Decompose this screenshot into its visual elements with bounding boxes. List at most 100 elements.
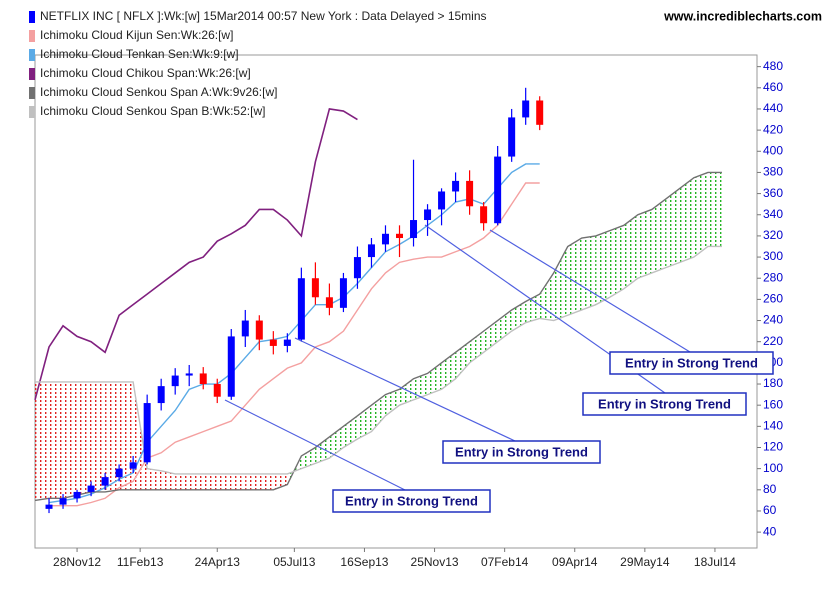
- cloud-fill: [525, 294, 540, 323]
- y-tick-label: 60: [763, 503, 777, 517]
- candle-body: [381, 233, 389, 245]
- legend-swatch: [29, 87, 35, 99]
- candle-body: [241, 320, 249, 337]
- cloud-fill: [301, 447, 316, 469]
- cloud-fill: [35, 381, 50, 501]
- annotation-text: Entry in Strong Trend: [598, 396, 731, 411]
- y-tick-label: 40: [763, 524, 777, 538]
- cloud-fill: [581, 235, 596, 310]
- annotation-box: [442, 440, 601, 464]
- x-tick-label: 24Apr13: [195, 555, 241, 569]
- source: www.incrediblecharts.com: [663, 9, 822, 23]
- cloud-fill: [245, 473, 260, 490]
- candle-body: [522, 100, 530, 118]
- annotation-text: Entry in Strong Trend: [625, 355, 758, 370]
- candle-body: [171, 375, 179, 387]
- line-series: [48, 163, 540, 504]
- cloud-fill: [567, 238, 582, 316]
- legend-label: Ichimoku Cloud Senkou Span B:Wk:52:[w]: [40, 104, 265, 118]
- y-tick-label: 360: [763, 186, 783, 200]
- candle-body: [452, 180, 460, 192]
- x-tick-label: 28Nov12: [53, 555, 101, 569]
- legend-label: Ichimoku Cloud Chikou Span:Wk:26:[w]: [40, 66, 251, 80]
- candle-body: [73, 491, 81, 499]
- y-tick-label: 380: [763, 165, 783, 179]
- cloud-fill: [595, 230, 610, 305]
- candle-body: [59, 498, 67, 505]
- cloud-fill: [231, 473, 246, 490]
- candle-body: [143, 403, 151, 463]
- annotation-box: [582, 392, 747, 416]
- x-tick-label: 16Sep13: [340, 555, 388, 569]
- cloud-fill: [441, 352, 456, 390]
- cloud-fill: [175, 473, 190, 490]
- cloud-fill: [609, 225, 624, 298]
- y-tick-label: 280: [763, 270, 783, 284]
- y-tick-label: 180: [763, 376, 783, 390]
- cloud-fill: [343, 415, 358, 448]
- cloud-fill: [693, 172, 708, 258]
- cloud-fill: [413, 373, 428, 400]
- cloud-fill: [679, 177, 694, 263]
- y-tick-label: 80: [763, 482, 777, 496]
- cloud-fill: [77, 381, 92, 496]
- cloud-fill: [427, 362, 442, 395]
- y-tick-label: 100: [763, 461, 783, 475]
- cloud-fill: [665, 188, 680, 268]
- cloud-fill: [105, 381, 120, 492]
- candle-body: [227, 336, 235, 397]
- candle-body: [396, 233, 404, 239]
- candle-body: [339, 278, 347, 308]
- cloud-fill: [455, 341, 470, 379]
- legend-title: NETFLIX INC [ NFLX ]:Wk:[w] 15Mar2014 00…: [40, 9, 487, 23]
- legend-label: Ichimoku Cloud Kijun Sen:Wk:26:[w]: [40, 28, 233, 42]
- cloud-fill: [623, 214, 638, 289]
- candle-body: [129, 462, 137, 469]
- candle-body: [424, 209, 432, 221]
- candle-body: [480, 206, 488, 224]
- candle-body: [438, 191, 446, 210]
- y-tick-label: 120: [763, 440, 783, 454]
- legend-swatch: [29, 49, 35, 61]
- candle-body: [353, 257, 361, 279]
- y-tick-label: 340: [763, 207, 783, 221]
- candle-body: [45, 504, 53, 509]
- candle-body: [311, 278, 319, 298]
- cloud-fill: [511, 301, 526, 332]
- candle-body: [157, 386, 165, 404]
- x-tick-label: 29May14: [620, 555, 670, 569]
- y-tick-label: 300: [763, 249, 783, 263]
- candle-body: [87, 485, 95, 492]
- y-tick-label: 260: [763, 292, 783, 306]
- cloud-fill: [707, 172, 722, 247]
- cloud-fill: [539, 272, 554, 321]
- line-series: [34, 108, 358, 401]
- legend-swatch: [29, 30, 35, 42]
- legend-label: Ichimoku Cloud Senkou Span A:Wk:9v26:[w]: [40, 85, 277, 99]
- x-tick-label: 09Apr14: [552, 555, 598, 569]
- cloud-fill: [651, 198, 666, 273]
- legend-swatch: [29, 68, 35, 80]
- plot-frame: [34, 54, 758, 549]
- candle-body: [297, 278, 305, 340]
- annotation-box: [609, 351, 774, 375]
- candle-body: [269, 339, 277, 346]
- cloud-fill: [119, 381, 134, 490]
- line-series: [35, 245, 722, 475]
- candle-body: [466, 180, 474, 207]
- x-tick-label: 25Nov13: [411, 555, 459, 569]
- annotation-box: [332, 489, 491, 513]
- cloud-fill: [329, 426, 344, 459]
- cloud-fill: [259, 473, 274, 490]
- candle-body: [410, 220, 418, 239]
- y-tick-label: 240: [763, 313, 783, 327]
- candle-body: [199, 373, 207, 385]
- cloud-fill: [385, 389, 400, 416]
- cloud-fill: [189, 473, 204, 490]
- candle-body: [494, 156, 502, 224]
- candle-body: [325, 297, 333, 308]
- annotation-arrow: [489, 229, 691, 353]
- cloud-fill: [371, 394, 386, 432]
- cloud-fill: [637, 209, 652, 279]
- candle-body: [508, 117, 516, 157]
